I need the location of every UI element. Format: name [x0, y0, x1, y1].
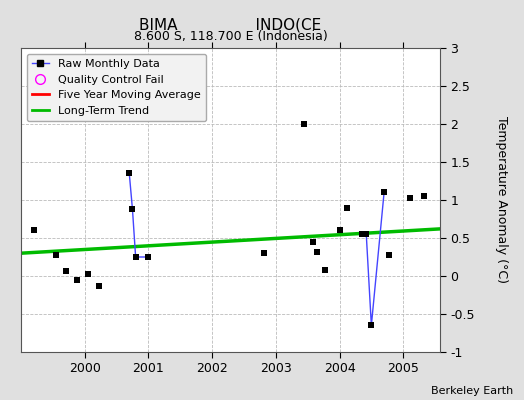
Point: [335, 227, 344, 234]
Point: [260, 250, 268, 256]
Point: [406, 195, 414, 202]
Point: [29, 227, 38, 234]
Point: [313, 248, 321, 255]
Point: [380, 189, 388, 196]
Point: [385, 252, 394, 258]
Text: 8.600 S, 118.700 E (Indonesia): 8.600 S, 118.700 E (Indonesia): [134, 30, 328, 43]
Point: [367, 322, 376, 329]
Legend: Raw Monthly Data, Quality Control Fail, Five Year Moving Average, Long-Term Tren: Raw Monthly Data, Quality Control Fail, …: [27, 54, 206, 121]
Point: [73, 277, 81, 283]
Point: [357, 231, 366, 237]
Point: [94, 283, 103, 289]
Text: BIMA                INDO(CE: BIMA INDO(CE: [139, 18, 322, 33]
Point: [343, 204, 351, 211]
Point: [419, 193, 428, 199]
Y-axis label: Temperature Anomaly (°C): Temperature Anomaly (°C): [495, 116, 508, 284]
Point: [321, 267, 330, 273]
Point: [128, 206, 137, 212]
Point: [144, 254, 152, 260]
Point: [61, 268, 70, 274]
Text: Berkeley Earth: Berkeley Earth: [431, 386, 514, 396]
Point: [132, 254, 140, 260]
Point: [309, 238, 317, 245]
Point: [84, 271, 92, 278]
Point: [362, 231, 370, 237]
Point: [52, 252, 60, 258]
Point: [300, 121, 309, 127]
Point: [125, 170, 134, 176]
